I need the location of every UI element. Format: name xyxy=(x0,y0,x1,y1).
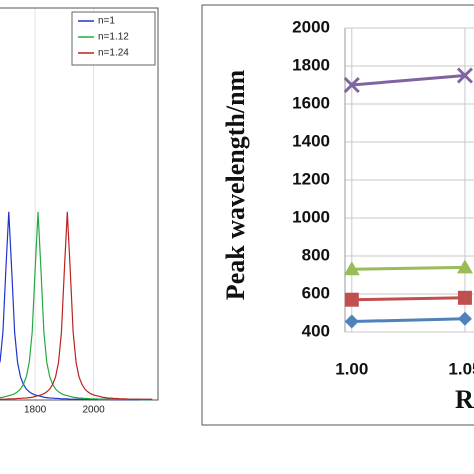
marker xyxy=(344,314,359,329)
series-line xyxy=(351,317,465,324)
y-tick-label: 1400 xyxy=(292,131,330,150)
series-line xyxy=(0,211,153,401)
series-line xyxy=(351,74,466,87)
legend-label: n=1 xyxy=(98,16,115,27)
marker xyxy=(457,311,472,326)
series-line xyxy=(0,211,153,400)
marker xyxy=(343,261,360,276)
x-axis-title: Refractive index xyxy=(455,385,474,414)
x-tick-label: 2000 xyxy=(83,405,106,416)
marker xyxy=(456,67,474,84)
marker xyxy=(456,259,473,274)
y-tick-label: 1200 xyxy=(292,169,330,188)
y-tick-label: 1600 xyxy=(292,93,330,112)
x-tick-label: 1800 xyxy=(24,405,47,416)
marker xyxy=(457,290,472,305)
y-tick-label: 800 xyxy=(302,245,330,264)
y-tick-label: 1800 xyxy=(292,55,330,74)
series-line xyxy=(0,211,153,401)
legend-label: n=1.12 xyxy=(98,32,129,43)
y-tick-label: 1000 xyxy=(292,207,330,226)
panel-frame xyxy=(201,4,474,426)
series-line xyxy=(351,296,465,302)
series-line xyxy=(351,265,465,271)
y-tick-label: 600 xyxy=(302,283,330,302)
y-tick-label: 2000 xyxy=(292,17,330,36)
marker xyxy=(344,292,359,307)
x-tick-label: 1.05 xyxy=(448,359,474,378)
legend-label: n=1.24 xyxy=(98,48,129,59)
y-tick-label: 400 xyxy=(302,321,330,340)
x-tick-label: 1.00 xyxy=(335,359,368,378)
y-axis-title: Peak wavelength/nm xyxy=(221,69,250,300)
marker xyxy=(343,76,360,94)
axes-frame xyxy=(0,7,159,401)
